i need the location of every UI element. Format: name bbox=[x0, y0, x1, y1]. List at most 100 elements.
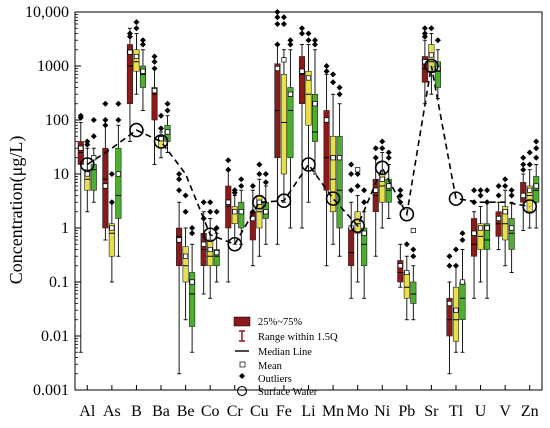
mean-marker bbox=[238, 209, 244, 215]
outlier-point bbox=[330, 79, 337, 86]
legend-outliers-label: Outliers bbox=[258, 374, 292, 385]
mean-marker bbox=[312, 101, 318, 107]
outlier-point bbox=[305, 30, 312, 37]
mean-marker bbox=[324, 117, 330, 123]
box-iqr bbox=[133, 49, 140, 72]
outlier-point bbox=[379, 138, 386, 145]
box-iqr bbox=[348, 227, 355, 267]
outlier-point bbox=[238, 182, 245, 189]
x-category-label: Ba bbox=[152, 403, 170, 420]
outlier-point bbox=[421, 30, 428, 37]
x-category-label: V bbox=[499, 403, 511, 420]
outlier-point bbox=[305, 37, 312, 44]
outlier-point bbox=[102, 117, 109, 123]
outlier-point bbox=[262, 171, 269, 177]
mean-marker bbox=[151, 88, 158, 94]
outlier-point bbox=[397, 187, 404, 194]
mean-marker bbox=[78, 145, 84, 151]
outlier-point bbox=[446, 262, 453, 269]
outlier-point bbox=[372, 145, 379, 152]
mean-marker bbox=[453, 307, 459, 313]
mean-marker bbox=[459, 279, 466, 285]
box-iqr bbox=[428, 44, 435, 72]
surface-water-circle bbox=[202, 227, 218, 243]
surface-water-circle bbox=[374, 160, 390, 176]
x-category-label: Ni bbox=[374, 403, 391, 420]
outlier-point bbox=[151, 65, 158, 72]
outlier-point bbox=[526, 161, 533, 168]
mean-marker bbox=[158, 136, 164, 142]
outlier-point bbox=[176, 187, 183, 194]
surface-water-circle bbox=[301, 157, 316, 172]
outlier-point bbox=[526, 149, 533, 156]
outlier-point bbox=[176, 176, 183, 183]
outlier-point bbox=[312, 37, 318, 44]
outlier-point bbox=[312, 41, 318, 48]
outlier-point bbox=[108, 199, 115, 206]
y-tick-label: 1000 bbox=[37, 58, 69, 75]
outlier-point bbox=[262, 179, 269, 186]
outlier-point bbox=[182, 208, 189, 215]
box-iqr bbox=[410, 281, 417, 304]
y-tick-label: 10,000 bbox=[25, 4, 69, 21]
outlier-point bbox=[452, 246, 459, 253]
x-category-label: U bbox=[475, 403, 487, 420]
mean-marker bbox=[274, 65, 280, 72]
legend-surface-label: Surface Water bbox=[258, 387, 318, 398]
mean-marker bbox=[305, 75, 312, 81]
outlier-point bbox=[158, 125, 165, 132]
mean-marker bbox=[115, 171, 121, 177]
outlier-point bbox=[287, 41, 294, 48]
surface-water-circle bbox=[227, 236, 243, 252]
outlier-point bbox=[225, 166, 232, 173]
mean-marker bbox=[127, 49, 133, 55]
outlier-point bbox=[77, 112, 84, 119]
mean-marker bbox=[355, 167, 361, 173]
outlier-point bbox=[182, 192, 189, 199]
mean-marker bbox=[404, 269, 410, 276]
mean-marker bbox=[225, 199, 231, 205]
surface-water-circle bbox=[153, 134, 169, 149]
outlier-point bbox=[207, 199, 214, 206]
outlier-point bbox=[330, 71, 337, 78]
mean-marker bbox=[256, 199, 262, 205]
box-iqr bbox=[471, 218, 478, 257]
box-iqr bbox=[280, 74, 287, 175]
y-tick-label: 1 bbox=[61, 220, 69, 237]
legend-median-label: Median Line bbox=[258, 347, 312, 358]
outlier-point bbox=[459, 236, 466, 243]
box-iqr bbox=[151, 87, 158, 121]
outlier-point bbox=[133, 25, 140, 32]
box-iqr bbox=[207, 239, 214, 267]
mean-marker bbox=[207, 246, 213, 253]
box-iqr bbox=[176, 227, 183, 267]
box-iqr bbox=[323, 110, 330, 191]
mean-marker bbox=[133, 53, 139, 60]
mean-marker bbox=[373, 187, 379, 193]
box-iqr bbox=[115, 147, 122, 219]
mean-marker bbox=[428, 52, 434, 58]
x-category-label: As bbox=[103, 403, 121, 420]
box-iqr bbox=[520, 182, 527, 203]
box-iqr bbox=[330, 135, 337, 213]
outlier-point bbox=[102, 100, 109, 107]
mean-marker bbox=[410, 227, 416, 234]
x-category-label: Al bbox=[79, 403, 96, 420]
outlier-point bbox=[533, 145, 540, 152]
box-iqr bbox=[533, 176, 540, 203]
y-tick-label: 10 bbox=[53, 166, 69, 183]
outlier-point bbox=[421, 33, 428, 40]
box-iqr bbox=[298, 56, 306, 105]
outlier-point bbox=[361, 199, 368, 206]
outlier-point bbox=[477, 192, 484, 199]
outlier-point bbox=[410, 253, 417, 260]
y-tick-label: 0.1 bbox=[49, 274, 69, 291]
x-category-label: Tl bbox=[449, 403, 464, 420]
legend-mean-swatch bbox=[239, 361, 246, 368]
box-iqr bbox=[526, 185, 533, 213]
x-category-label: Zn bbox=[521, 403, 539, 420]
mean-marker bbox=[140, 68, 146, 74]
outlier-point bbox=[336, 84, 343, 91]
box-iqr bbox=[287, 87, 294, 159]
